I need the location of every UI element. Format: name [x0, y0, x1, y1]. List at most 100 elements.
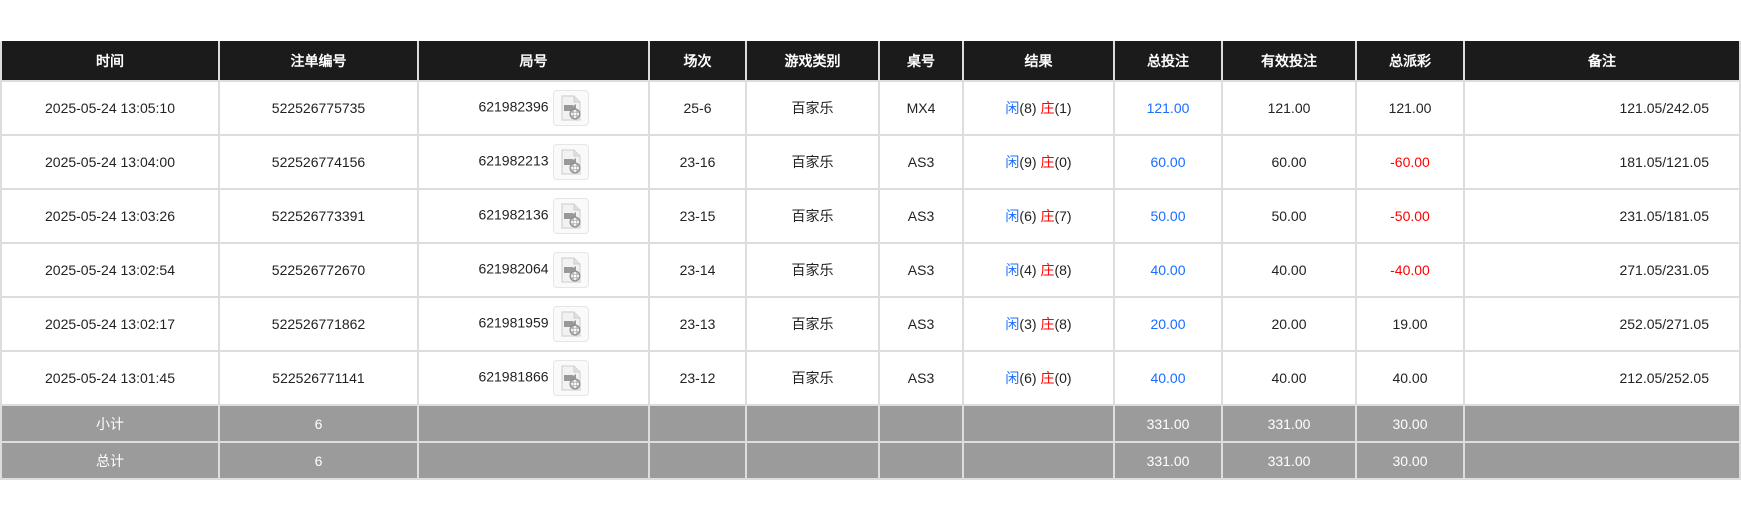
round-number: 621982136 [478, 206, 549, 223]
subtotal-count: 6 [218, 404, 419, 443]
banker-label: 庄 [1040, 100, 1055, 116]
player-label: 闲 [1005, 316, 1020, 332]
round-cell: 621981959 [417, 296, 650, 352]
bet-id: 522526772670 [218, 242, 419, 298]
round-number: 621981959 [478, 314, 549, 331]
banker-label: 庄 [1040, 208, 1055, 224]
player-score: (4) [1019, 262, 1037, 278]
subtotal-total-bet: 331.00 [1113, 404, 1223, 443]
session: 23-13 [648, 296, 747, 352]
video-file-icon[interactable] [552, 198, 589, 234]
valid-bet: 40.00 [1221, 350, 1357, 406]
table-number: AS3 [878, 134, 964, 190]
round-cell: 621982064 [417, 242, 650, 298]
valid-bet: 60.00 [1221, 134, 1357, 190]
result: 闲(9) 庄(0) [962, 134, 1115, 190]
bet-id: 522526771862 [218, 296, 419, 352]
note: 121.05/242.05 [1463, 80, 1741, 136]
video-file-icon[interactable] [552, 144, 589, 180]
result: 闲(8) 庄(1) [962, 80, 1115, 136]
table-row: 2025-05-24 13:02:17 522526771862 6219819… [0, 296, 1741, 352]
valid-bet: 40.00 [1221, 242, 1357, 298]
note: 181.05/121.05 [1463, 134, 1741, 190]
total-count: 6 [218, 441, 419, 480]
player-label: 闲 [1005, 208, 1020, 224]
banker-label: 庄 [1040, 370, 1055, 386]
subtotal-label: 小计 [0, 404, 220, 443]
header-payout: 总派彩 [1355, 41, 1465, 82]
payout: -60.00 [1355, 134, 1465, 190]
valid-bet: 20.00 [1221, 296, 1357, 352]
player-label: 闲 [1005, 370, 1020, 386]
bet-time: 2025-05-24 13:05:10 [0, 80, 220, 136]
bet-time: 2025-05-24 13:02:54 [0, 242, 220, 298]
table-number: MX4 [878, 80, 964, 136]
subtotal-row: 小计 6 331.00 331.00 30.00 [0, 404, 1741, 443]
bet-id: 522526771141 [218, 350, 419, 406]
game-type: 百家乐 [745, 242, 880, 298]
table-number: AS3 [878, 350, 964, 406]
round-cell: 621982136 [417, 188, 650, 244]
note: 252.05/271.05 [1463, 296, 1741, 352]
table-number: AS3 [878, 296, 964, 352]
session: 23-12 [648, 350, 747, 406]
player-score: (6) [1019, 370, 1037, 386]
valid-bet: 50.00 [1221, 188, 1357, 244]
table-row: 2025-05-24 13:02:54 522526772670 6219820… [0, 242, 1741, 298]
result: 闲(4) 庄(8) [962, 242, 1115, 298]
header-valid-bet: 有效投注 [1221, 41, 1357, 82]
header-note: 备注 [1463, 41, 1741, 82]
banker-score: (7) [1054, 208, 1072, 224]
game-type: 百家乐 [745, 80, 880, 136]
total-bet: 50.00 [1113, 188, 1223, 244]
banker-label: 庄 [1040, 262, 1055, 278]
game-type: 百家乐 [745, 188, 880, 244]
total-bet: 20.00 [1113, 296, 1223, 352]
total-valid-bet: 331.00 [1221, 441, 1357, 480]
round-number: 621982213 [478, 152, 549, 169]
session: 25-6 [648, 80, 747, 136]
bet-id: 522526773391 [218, 188, 419, 244]
video-file-icon[interactable] [552, 360, 589, 396]
total-total-bet: 331.00 [1113, 441, 1223, 480]
result: 闲(3) 庄(8) [962, 296, 1115, 352]
header-result: 结果 [962, 41, 1115, 82]
video-file-icon[interactable] [552, 90, 589, 126]
total-bet: 40.00 [1113, 350, 1223, 406]
session: 23-15 [648, 188, 747, 244]
banker-label: 庄 [1040, 154, 1055, 170]
header-time: 时间 [0, 41, 220, 82]
payout: 40.00 [1355, 350, 1465, 406]
banker-score: (8) [1054, 316, 1072, 332]
total-payout: 30.00 [1355, 441, 1465, 480]
subtotal-valid-bet: 331.00 [1221, 404, 1357, 443]
total-bet: 121.00 [1113, 80, 1223, 136]
player-score: (6) [1019, 208, 1037, 224]
bet-time: 2025-05-24 13:01:45 [0, 350, 220, 406]
bet-time: 2025-05-24 13:03:26 [0, 188, 220, 244]
round-number: 621982396 [478, 98, 549, 115]
note: 212.05/252.05 [1463, 350, 1741, 406]
banker-score: (1) [1054, 100, 1072, 116]
valid-bet: 121.00 [1221, 80, 1357, 136]
payout: 121.00 [1355, 80, 1465, 136]
table-number: AS3 [878, 188, 964, 244]
table-row: 2025-05-24 13:04:00 522526774156 6219822… [0, 134, 1741, 190]
bet-time: 2025-05-24 13:04:00 [0, 134, 220, 190]
player-score: (8) [1019, 100, 1037, 116]
video-file-icon[interactable] [552, 306, 589, 342]
session: 23-14 [648, 242, 747, 298]
banker-score: (8) [1054, 262, 1072, 278]
banker-score: (0) [1054, 370, 1072, 386]
header-bet-id: 注单编号 [218, 41, 419, 82]
payout: -50.00 [1355, 188, 1465, 244]
player-label: 闲 [1005, 262, 1020, 278]
total-label: 总计 [0, 441, 220, 480]
bet-id: 522526775735 [218, 80, 419, 136]
header-session: 场次 [648, 41, 747, 82]
player-label: 闲 [1005, 100, 1020, 116]
player-score: (3) [1019, 316, 1037, 332]
header-game-type: 游戏类别 [745, 41, 880, 82]
video-file-icon[interactable] [552, 252, 589, 288]
header-table-no: 桌号 [878, 41, 964, 82]
